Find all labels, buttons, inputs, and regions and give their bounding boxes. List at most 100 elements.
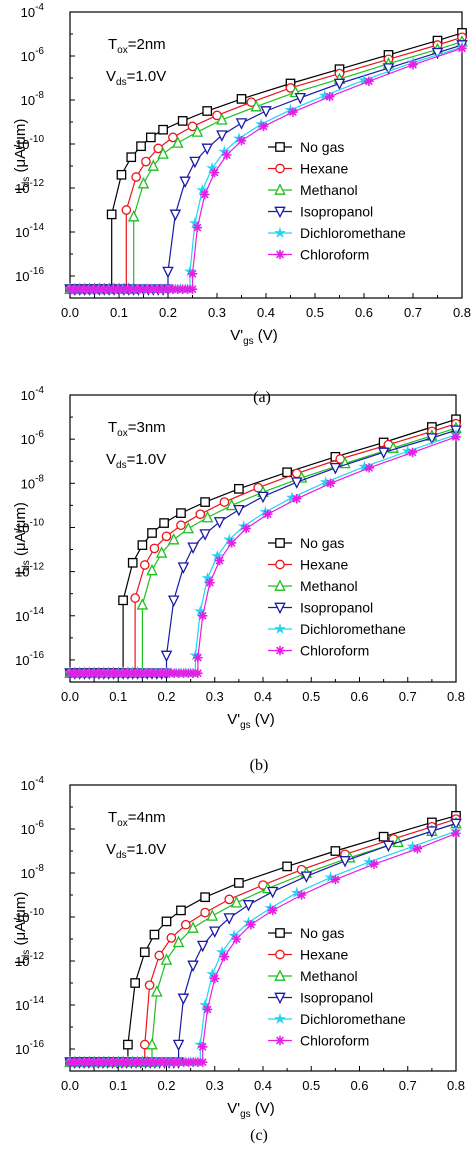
data-point <box>136 1057 146 1067</box>
tox-annotation: Tox=3nm <box>108 419 166 439</box>
y-tick-label: 10-10 <box>15 907 44 925</box>
data-point <box>200 497 210 507</box>
data-point <box>88 668 99 678</box>
data-point <box>183 1057 194 1067</box>
panel-caption: (c) <box>250 1127 268 1144</box>
data-point <box>117 668 127 678</box>
data-point <box>94 284 105 294</box>
data-point <box>364 463 374 473</box>
data-point <box>172 1039 185 1052</box>
x-tick-label: 0.4 <box>257 305 275 320</box>
series-methanol <box>64 35 468 295</box>
data-point <box>124 284 134 294</box>
data-point <box>160 953 173 965</box>
data-point <box>296 890 307 900</box>
data-point <box>377 447 390 460</box>
data-point <box>182 284 193 294</box>
y-axis-title: Ids (μA/μm) <box>12 892 32 965</box>
data-point <box>136 141 146 152</box>
data-point <box>196 940 209 953</box>
data-point <box>225 498 238 511</box>
panel-caption: (b) <box>250 757 269 774</box>
data-point <box>79 668 89 678</box>
data-point <box>412 844 423 854</box>
data-point <box>70 1057 80 1067</box>
data-point <box>195 509 206 520</box>
data-point <box>143 284 154 294</box>
data-point <box>378 831 389 842</box>
data-point <box>107 668 118 678</box>
y-tick-label: 10-10 <box>15 517 44 535</box>
series-no-gas <box>65 414 461 679</box>
legend-label: Chloroform <box>300 643 369 659</box>
legend-marker <box>275 949 285 960</box>
data-point <box>222 150 232 160</box>
data-point <box>89 284 100 294</box>
legend-item: Dichloromethane <box>268 621 406 637</box>
series-hexane <box>65 418 461 679</box>
data-point <box>188 1057 198 1067</box>
legend-label: No gas <box>300 535 344 551</box>
data-point <box>139 560 150 570</box>
x-tick-label: 0.5 <box>302 1078 320 1093</box>
data-point <box>200 907 210 918</box>
data-point <box>193 653 203 663</box>
data-point <box>214 555 225 566</box>
x-tick-label: 0.8 <box>453 305 471 320</box>
data-point <box>282 861 292 872</box>
data-point <box>426 826 438 838</box>
legend-marker <box>274 579 286 591</box>
legend-marker <box>274 206 286 219</box>
y-tick-label: 10-12 <box>15 562 44 580</box>
y-tick-label: 10-6 <box>21 819 45 837</box>
data-point <box>112 1057 123 1067</box>
data-point <box>158 124 168 135</box>
y-tick-label: 10-14 <box>15 606 44 624</box>
data-point <box>426 433 438 445</box>
data-point <box>450 818 462 831</box>
data-point <box>210 973 220 984</box>
data-point <box>174 1057 184 1067</box>
legend-label: Dichloromethane <box>300 621 406 637</box>
data-point <box>131 172 141 182</box>
data-point <box>157 147 169 159</box>
data-point <box>84 668 94 678</box>
data-point <box>114 284 124 294</box>
legend-item: Isopropanol <box>268 600 373 616</box>
legend-marker <box>274 992 286 1005</box>
legend-item: Methanol <box>268 578 358 594</box>
data-point <box>103 1057 113 1067</box>
data-point <box>292 494 302 504</box>
data-point <box>431 47 444 60</box>
x-tick-label: 0.6 <box>350 1078 368 1093</box>
data-point <box>137 540 148 550</box>
vds-annotation: Vds=1.0V <box>106 451 166 471</box>
x-tick-label: 0.8 <box>447 689 465 704</box>
data-point <box>382 63 395 75</box>
data-point <box>205 577 215 588</box>
data-point <box>177 116 188 126</box>
data-point <box>155 546 168 558</box>
y-tick-label: 10-12 <box>15 951 44 969</box>
data-point <box>324 871 337 883</box>
legend-item: No gas <box>268 925 344 941</box>
data-point <box>116 169 127 180</box>
y-tick-label: 10-4 <box>21 385 45 403</box>
data-point <box>127 209 140 222</box>
data-point <box>260 106 272 118</box>
data-point <box>202 1004 213 1015</box>
data-point <box>223 913 235 925</box>
data-point <box>200 189 210 200</box>
data-point <box>126 668 137 678</box>
legend-item: Methanol <box>268 182 358 198</box>
legend: No gas Hexane Methanol Isopropanol Dichlorom… <box>268 925 406 1049</box>
data-point <box>103 668 113 678</box>
legend-label: Isopropanol <box>300 204 373 220</box>
data-point <box>145 668 156 678</box>
x-tick-label: 0.4 <box>254 1078 272 1093</box>
data-point <box>187 284 198 294</box>
data-point <box>246 920 256 930</box>
legend-label: Dichloromethane <box>300 1011 406 1027</box>
data-point <box>136 668 146 678</box>
